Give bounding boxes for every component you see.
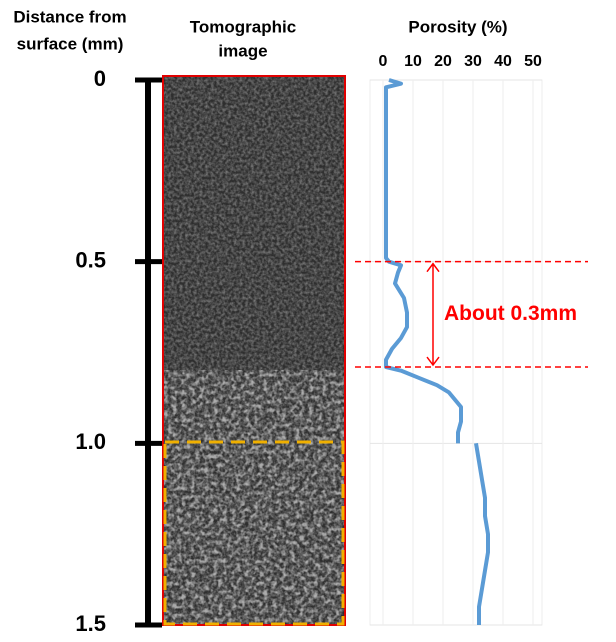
- image-title: Tomographic: [190, 17, 296, 36]
- tomographic-image: [162, 75, 346, 626]
- annotation-arrow: [426, 262, 440, 367]
- x-tick-label: 50: [524, 53, 542, 70]
- depth-tick-label: 1.5: [75, 611, 106, 636]
- depth-tick-label: 0: [94, 66, 106, 91]
- plot-area: [369, 79, 543, 626]
- x-tick-label: 40: [494, 53, 512, 70]
- porosity-line: [384, 78, 490, 625]
- x-tick-label: 30: [464, 53, 482, 70]
- image-title: image: [218, 41, 267, 60]
- depth-tick-label: 1.0: [75, 429, 106, 454]
- x-tick-label: 0: [379, 53, 388, 70]
- depth-tick-label: 0.5: [75, 247, 106, 272]
- chart-title: Porosity (%): [408, 17, 507, 36]
- depth-title: Distance from: [13, 7, 126, 26]
- annotation-label: About 0.3mm: [444, 302, 577, 325]
- x-tick-label: 10: [404, 53, 422, 70]
- x-tick-label: 20: [434, 53, 452, 70]
- depth-title: surface (mm): [17, 34, 124, 53]
